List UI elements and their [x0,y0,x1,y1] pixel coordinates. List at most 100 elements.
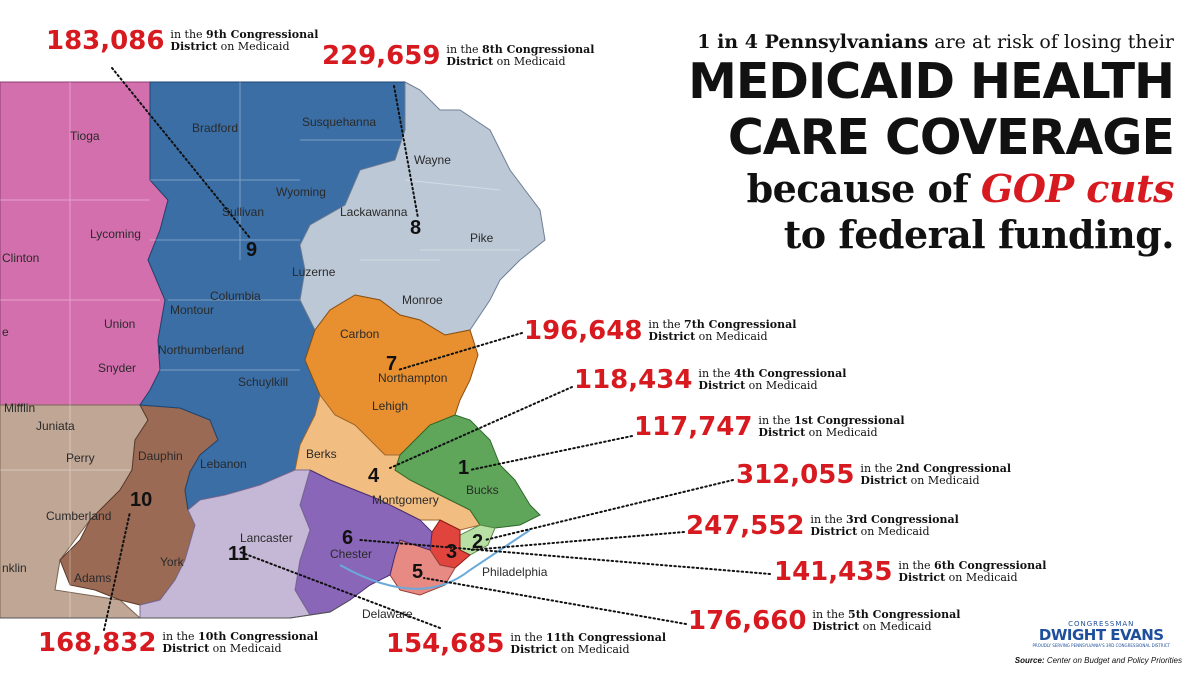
county-label: Bradford [192,121,238,135]
county-label: Bucks [466,483,499,497]
county-label: Adams [74,571,111,585]
logo-tagline: PROUDLY SERVING PENNSYLVANIA'S 3RD CONGR… [1032,643,1170,648]
county-label: Chester [330,547,372,561]
headline-intro-rest: are at risk of losing their [928,31,1174,53]
district-number: 7 [386,353,397,375]
callout-text: in the 7th Congressional District on Medi… [648,318,797,343]
county-label: Wayne [414,153,451,167]
leader-line [111,67,251,239]
state-border [0,599,351,619]
headline-intro: 1 in 4 Pennsylvanians are at risk of los… [554,30,1174,54]
county-label: Montgomery [372,493,439,507]
county-borders [0,82,520,618]
callout-district-7: 196,648 in the 7th Congressional District… [524,318,796,344]
leader-line [103,511,131,631]
leader-line [239,551,441,629]
county-label: Tioga [70,129,100,143]
county-label: Schuylkill [238,375,288,389]
district-number: 2 [472,531,483,553]
callout-district-8: 229,659 in the 8th Congressional District… [322,43,594,69]
leader-line [423,577,687,625]
headline-intro-bold: 1 in 4 Pennsylvanians [697,31,929,53]
county-label: Lancaster [240,531,293,545]
callout-text: in the 4th Congressional District on Medi… [698,367,847,392]
district-number: 3 [446,541,457,563]
county-label: Dauphin [138,449,183,463]
county-label: Northampton [378,371,447,385]
county-label: Union [104,317,135,331]
headline-funding: to federal funding. [783,212,1175,257]
enrollment-number: 141,435 [774,557,893,587]
district-number: 6 [342,527,353,549]
callout-district-1: 117,747 in the 1st Congressional District… [634,414,905,440]
callout-text: in the 9th Congressional District on Medi… [170,28,319,53]
district-number: 10 [130,489,152,511]
callout-district-3: 247,552 in the 3rd Congressional District… [686,513,959,539]
headline-coverage: CARE COVERAGE [727,109,1175,166]
leader-line [359,539,771,575]
county-label: Clinton [2,251,39,265]
source-note: Source: Center on Budget and Policy Prio… [1015,656,1182,665]
callout-text: in the 11th Congressional District on Med… [510,631,667,656]
enrollment-number: 176,660 [688,606,807,636]
enrollment-number: 183,086 [46,26,165,56]
enrollment-number: 118,434 [574,365,693,395]
leader-line [484,479,734,541]
callout-text: in the 8th Congressional District on Medi… [446,43,595,68]
county-labels: Tioga Bradford Susquehanna Wayne Wyoming… [2,115,548,621]
headline: 1 in 4 Pennsylvanians are at risk of los… [554,30,1175,258]
district-number: 9 [246,239,257,261]
callout-text: in the 1st Congressional District on Medi… [758,414,905,439]
county-label: Mifflin [4,401,35,415]
county-label: Delaware [362,607,413,621]
source-text: Center on Budget and Policy Priorities [1044,656,1182,665]
callout-district-9: 183,086 in the 9th Congressional District… [46,28,318,54]
district-number: 5 [412,561,423,583]
callout-text: in the 2nd Congressional District on Medi… [860,462,1011,487]
headline-because-prefix: because of [746,166,981,211]
county-label: Luzerne [292,265,336,279]
county-label: Perry [66,451,95,465]
enrollment-number: 168,832 [38,628,157,658]
enrollment-number: 117,747 [634,412,753,442]
leader-line [397,332,523,371]
leader-lines [103,67,771,631]
county-label: Berks [306,447,337,461]
county-label: Cumberland [46,509,111,523]
county-label: Monroe [402,293,443,307]
leader-line [393,85,419,219]
headline-medicaid: MEDICAID HEALTH [688,53,1175,110]
county-label: Lackawanna [340,205,408,219]
district-number: 1 [458,457,469,479]
leader-line [389,386,573,469]
county-label: Montour [170,303,214,317]
callout-text: in the 5th Congressional District on Medi… [812,608,961,633]
callout-district-6: 141,435 in the 6th Congressional District… [774,559,1046,585]
enrollment-number: 154,685 [386,629,505,659]
county-label: Wyoming [276,185,326,199]
county-label: Lehigh [372,399,408,413]
district-number: 4 [368,465,380,487]
callout-text: in the 6th Congressional District on Medi… [898,559,1047,584]
enrollment-number: 229,659 [322,41,441,71]
county-label: nklin [2,561,27,575]
callout-district-10: 168,832 in the 10th Congressional Distric… [38,630,318,656]
county-label: Philadelphia [482,565,548,579]
district-number: 11 [228,543,249,565]
headline-because: because of GOP cuts [554,166,1175,212]
county-label: Lebanon [200,457,247,471]
county-label: Snyder [98,361,136,375]
callout-district-4: 118,434 in the 4th Congressional District… [574,367,846,393]
county-label: Juniata [36,419,75,433]
county-label: Pike [470,231,494,245]
county-label: Susquehanna [302,115,376,129]
district-numbers: 9 8 7 4 1 2 3 6 5 10 11 [130,217,483,583]
callout-text: in the 10th Congressional District on Med… [162,630,319,655]
enrollment-number: 247,552 [686,511,805,541]
logo-congressman: CONGRESSMAN [1068,620,1135,628]
county-label: Columbia [210,289,261,303]
county-label: York [160,555,185,569]
enrollment-number: 312,055 [736,460,855,490]
leader-line [469,435,633,471]
county-label: e [2,325,9,339]
